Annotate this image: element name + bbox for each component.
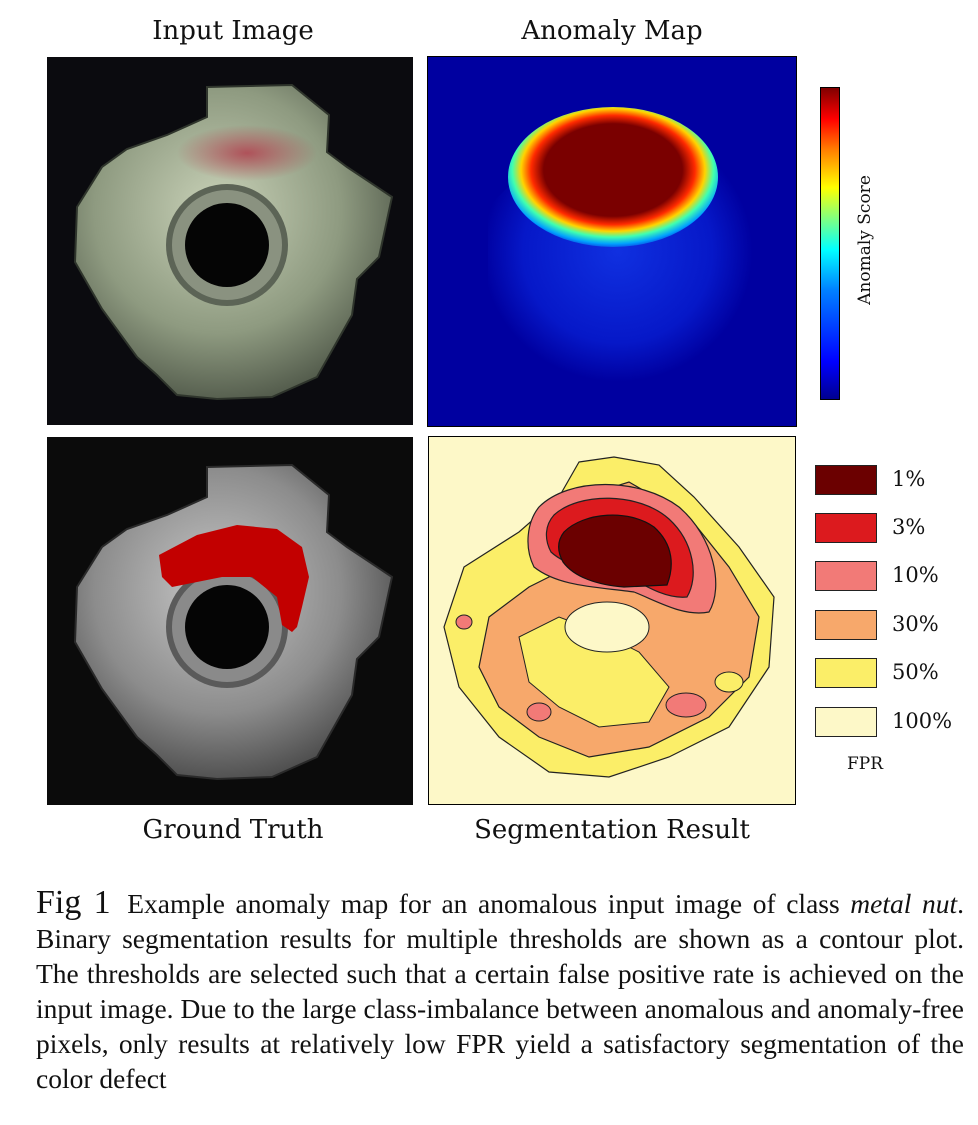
legend-label: 100% <box>892 709 953 733</box>
anomaly-map-panel <box>427 56 797 427</box>
legend-item-3: 3% <box>815 513 965 545</box>
input-image-panel <box>47 57 413 425</box>
ground-truth-panel <box>47 437 413 805</box>
legend-item-100: 100% <box>815 707 965 739</box>
legend-swatch <box>815 658 877 688</box>
legend-swatch <box>815 513 877 543</box>
caption-text-a: Example anomaly map for an anomalous inp… <box>127 888 851 919</box>
legend-item-50: 50% <box>815 658 965 690</box>
metal-nut-color-image <box>73 83 394 401</box>
caption-text-b: . Binary segmentation results for multip… <box>36 888 964 1094</box>
colorbar-label: Anomaly Score <box>854 175 875 305</box>
input-image-title: Input Image <box>152 16 314 46</box>
ground-truth-image <box>73 463 394 781</box>
ground-truth-title: Ground Truth <box>142 815 324 845</box>
legend-label: 1% <box>892 467 926 491</box>
legend-swatch <box>815 465 877 495</box>
legend-item-30: 30% <box>815 610 965 642</box>
legend-item-1: 1% <box>815 465 965 497</box>
figure-caption: Fig 1 Example anomaly map for an anomalo… <box>36 885 964 1096</box>
legend-label: 50% <box>892 660 939 684</box>
legend-swatch <box>815 561 877 591</box>
legend-swatch <box>815 707 877 737</box>
anomaly-heatmap <box>428 57 796 426</box>
figure-label: Fig 1 <box>36 884 111 921</box>
legend-label: 3% <box>892 515 926 539</box>
segmentation-contour-plot <box>443 456 775 778</box>
legend-label: 10% <box>892 563 939 587</box>
legend-item-10: 10% <box>815 561 965 593</box>
legend-title: FPR <box>847 754 884 774</box>
anomaly-map-title: Anomaly Map <box>521 16 703 46</box>
caption-class-name: metal nut <box>850 888 958 919</box>
segmentation-result-title: Segmentation Result <box>474 815 750 845</box>
segmentation-result-panel <box>428 436 796 805</box>
legend-swatch <box>815 610 877 640</box>
ground-truth-defect-mask <box>159 525 309 632</box>
legend-label: 30% <box>892 612 939 636</box>
colorbar <box>820 87 840 400</box>
